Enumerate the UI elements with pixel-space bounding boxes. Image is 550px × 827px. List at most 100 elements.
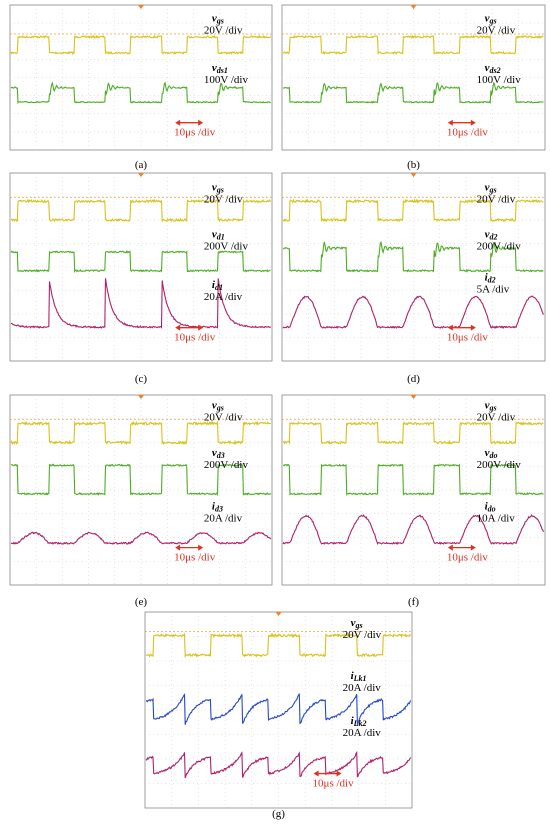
signal-label: iLk2 [351, 715, 367, 728]
scale-label: 20V /div [204, 25, 243, 37]
drain-waveform [282, 240, 544, 273]
signal-label: vd3 [212, 447, 225, 460]
decay-waveform [10, 278, 272, 329]
saw-waveform [145, 693, 412, 726]
signal-symbol: v [351, 617, 356, 629]
scale-label: 100V /div [477, 74, 522, 86]
signal-subscript: d3 [215, 504, 223, 513]
signal-label: vd1 [212, 228, 225, 241]
signal-subscript: gs [216, 17, 224, 26]
signal-symbol: i [212, 500, 216, 512]
arch-waveform [282, 295, 544, 330]
time-scale: 10μs /div [447, 127, 489, 139]
drain-waveform [10, 81, 271, 105]
caption: (a) [135, 159, 148, 171]
time-scale: 10μs /div [174, 332, 216, 344]
gate-waveform [282, 34, 544, 55]
signal-subscript: d2 [488, 276, 496, 285]
signal-subscript: ds2 [490, 66, 501, 75]
signal-subscript: Lk1 [353, 674, 367, 683]
signal-subscript: gs [354, 621, 362, 630]
signal-symbol: i [212, 279, 216, 291]
signal-symbol: v [212, 181, 217, 193]
signal-label: ido [485, 500, 496, 513]
signal-subscript: d1 [215, 283, 223, 292]
signal-subscript: Lk2 [353, 719, 367, 728]
scale-label: 20V /div [204, 193, 243, 205]
signal-label: iLk1 [351, 670, 367, 683]
signal-symbol: i [485, 500, 489, 512]
caption: (d) [407, 373, 420, 385]
caption: (e) [135, 596, 148, 608]
signal-symbol: v [212, 447, 217, 459]
signal-subscript: gs [216, 185, 224, 194]
drain-waveform [282, 81, 544, 104]
signal-subscript: gs [489, 404, 497, 413]
signal-label: vd2 [485, 228, 498, 241]
signal-subscript: d1 [217, 232, 225, 241]
signal-symbol: v [212, 62, 217, 74]
signal-label: vgs [485, 13, 497, 26]
signal-label: vds1 [212, 62, 228, 75]
signal-symbol: v [485, 228, 490, 240]
trigger-marker [410, 173, 417, 177]
time-scale: 10μs /div [313, 778, 355, 790]
signal-symbol: v [485, 400, 490, 412]
caption: (f) [408, 596, 419, 608]
scale-label: 200V /div [204, 459, 249, 471]
caption: (b) [407, 159, 420, 171]
signal-symbol: i [351, 670, 355, 682]
gate-waveform [10, 198, 272, 223]
signal-symbol: v [485, 181, 490, 193]
scale-label: 20V /div [204, 412, 243, 424]
time-scale: 10μs /div [447, 552, 489, 564]
signal-label: vdo [485, 447, 498, 460]
scale-label: 5A /div [477, 284, 510, 296]
time-scale: 10μs /div [447, 332, 489, 344]
arch-waveform [282, 514, 544, 545]
scale-label: 20V /div [477, 193, 516, 205]
scale-label: 100V /div [204, 74, 249, 86]
signal-subscript: do [490, 451, 498, 460]
gate-waveform [282, 420, 544, 445]
signal-label: vgs [212, 13, 224, 26]
signal-label: vds2 [485, 62, 501, 75]
scale-label: 200V /div [204, 240, 249, 252]
scope-frame [281, 394, 546, 586]
caption: (g) [272, 808, 285, 820]
signal-label: vgs [351, 617, 363, 630]
arch-waveform [10, 531, 272, 545]
signal-label: vgs [212, 400, 224, 413]
saw-waveform [145, 750, 412, 779]
scale-label: 20A /div [343, 727, 382, 739]
signal-subscript: gs [489, 185, 497, 194]
scale-label: 20A /div [343, 682, 382, 694]
signal-subscript: gs [216, 404, 224, 413]
time-scale: 10μs /div [174, 127, 216, 139]
signal-label: vgs [485, 181, 497, 194]
signal-label: vgs [212, 181, 224, 194]
scale-label: 20V /div [477, 25, 516, 37]
scale-label: 20A /div [204, 291, 243, 303]
signal-subscript: ds1 [217, 66, 228, 75]
drain-waveform [282, 463, 544, 496]
signal-symbol: i [485, 272, 489, 284]
gate-waveform [10, 420, 271, 445]
trigger-marker [138, 5, 144, 9]
trigger-marker [138, 395, 144, 399]
scale-label: 10A /div [477, 512, 516, 524]
signal-label: vgs [485, 400, 497, 413]
gate-waveform [282, 198, 544, 223]
signal-symbol: v [485, 447, 490, 459]
gate-waveform [145, 632, 412, 658]
signal-label: id1 [212, 279, 223, 292]
